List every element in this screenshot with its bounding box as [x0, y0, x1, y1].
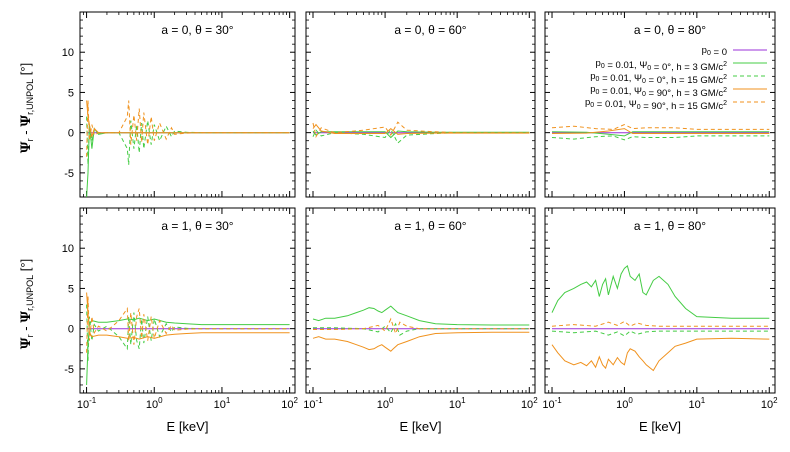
y-tick-label: 0 — [68, 128, 74, 140]
y-tick-label: 10 — [62, 243, 74, 255]
panel-title: a = 0, θ = 60° — [394, 23, 466, 37]
panel-title: a = 0, θ = 30° — [161, 23, 233, 37]
y-tick-label: 0 — [68, 324, 74, 336]
series-line-s1 — [551, 265, 770, 319]
series-line-s3 — [551, 128, 770, 134]
series-line-s4 — [551, 124, 770, 130]
panel-title: a = 0, θ = 80° — [634, 23, 706, 37]
panel-title: a = 1, θ = 80° — [634, 219, 706, 233]
x-tick-label: 101 — [214, 396, 231, 411]
series-line-s3 — [86, 100, 290, 137]
y-axis-label-lower: Ψr - Ψr,UNPOL [°] — [18, 259, 35, 349]
series-group — [551, 265, 770, 372]
series-group — [86, 292, 290, 386]
series-group — [312, 121, 530, 144]
legend-label: p0 = 0.01, Ψ0 = 0°, h = 15 GM/c2 — [590, 71, 727, 86]
series-group — [312, 305, 530, 352]
chart-panel: 10-1 100 101 102 a = 1, θ = 80° E [keV] — [542, 207, 778, 434]
y-tick-label: 10 — [62, 47, 74, 59]
x-tick-label: 102 — [761, 396, 778, 411]
series-line-s1 — [551, 131, 770, 137]
x-tick-label: 100 — [146, 396, 163, 411]
series-line-s4 — [313, 317, 530, 336]
legend-label: p0 = 0.01, Ψ0 = 90°, h = 3 GM/c2 — [590, 84, 727, 99]
plot-frame — [544, 11, 776, 198]
panel-title: a = 1, θ = 60° — [394, 219, 466, 233]
x-tick-label: 101 — [449, 396, 466, 411]
x-tick-label: 102 — [521, 396, 538, 411]
series-line-s3 — [86, 292, 290, 340]
plot-frame — [544, 207, 776, 394]
series-line-s4 — [551, 320, 770, 327]
chart-panel: a = 0, θ = 80°p0 = 0p0 = 0.01, Ψ0 = 0°, … — [544, 11, 776, 198]
plot-frame — [79, 207, 296, 394]
plot-frame — [305, 11, 536, 198]
series-group — [551, 124, 770, 141]
x-tick-label: 102 — [281, 396, 298, 411]
series-line-s4 — [86, 296, 290, 353]
plot-frame — [305, 207, 536, 394]
plot-frame — [79, 11, 296, 198]
series-line-s1 — [312, 130, 530, 139]
x-axis-label: E [keV] — [639, 419, 681, 434]
x-tick-label: 101 — [688, 396, 705, 411]
chart-panel: a = 0, θ = 60° — [305, 11, 536, 198]
x-tick-label: 100 — [616, 396, 633, 411]
x-axis-label: E [keV] — [167, 419, 209, 434]
y-axis-label: Ψr - Ψr,UNPOL [°] — [18, 63, 35, 153]
x-tick-label: 100 — [377, 396, 394, 411]
series-line-s1 — [312, 305, 530, 326]
legend-label: p0 = 0.01, Ψ0 = 0°, h = 3 GM/c2 — [596, 58, 728, 73]
y-tick-label: -5 — [64, 364, 74, 376]
legend: p0 = 0p0 = 0.01, Ψ0 = 0°, h = 3 GM/c2p0 … — [585, 45, 767, 112]
x-tick-label: 10-1 — [303, 396, 323, 411]
y-tick-label: 5 — [68, 283, 74, 295]
chart-panel: -5 0 5 10 10-1 100 101 102 a = 1, θ = 30° E [keV] — [62, 207, 299, 434]
y-axis-label-text: Ψr - Ψr,UNPOL [°] — [18, 63, 35, 153]
series-group — [86, 100, 290, 197]
legend-label: p0 = 0.01, Ψ0 = 90°, h = 15 GM/c2 — [585, 97, 727, 112]
panel-title: a = 1, θ = 30° — [161, 219, 233, 233]
y-axis-label-text-lower: Ψr - Ψr,UNPOL [°] — [18, 259, 35, 349]
chart-panel: -5 0 5 10 a = 0, θ = 30° — [62, 11, 296, 198]
x-tick-label: 10-1 — [77, 396, 97, 411]
series-line-s3 — [312, 331, 530, 352]
series-line-s3 — [551, 337, 770, 372]
series-line-s4 — [86, 100, 290, 157]
chart-panel: 10-1 100 101 102 a = 1, θ = 60° E [keV] — [303, 207, 538, 434]
x-tick-label: 10-1 — [542, 396, 562, 411]
y-tick-label: 5 — [68, 87, 74, 99]
x-axis-label: E [keV] — [400, 419, 442, 434]
y-tick-label: -5 — [64, 168, 74, 180]
panel-grid: -5 0 5 10 a = 0, θ = 30° a = 0, θ = 60° a = 0,… — [62, 11, 778, 434]
series-line-s2 — [551, 330, 770, 337]
series-line-s4 — [312, 121, 530, 139]
series-line-s2 — [551, 135, 770, 141]
legend-label: p0 = 0 — [702, 45, 727, 58]
series-line-s2 — [86, 116, 290, 165]
